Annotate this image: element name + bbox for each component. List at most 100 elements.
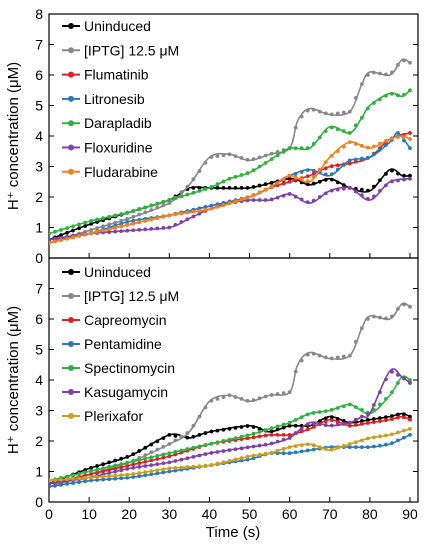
data-point: [125, 228, 130, 233]
data-point: [384, 377, 388, 382]
data-point: [353, 142, 358, 146]
data-point: [335, 187, 340, 192]
data-point: [167, 454, 172, 459]
data-point: [197, 208, 202, 213]
data-point: [384, 316, 388, 321]
data-point: [353, 422, 358, 427]
data-point: [155, 468, 160, 473]
data-point: [281, 422, 286, 427]
data-point: [131, 221, 136, 226]
data-point: [119, 229, 124, 234]
data-point: [149, 472, 154, 477]
data-point: [365, 73, 370, 77]
y-tick-label: 2: [35, 189, 43, 205]
data-point: [402, 58, 406, 63]
data-point: [167, 469, 172, 474]
data-point: [305, 108, 310, 113]
data-point: [149, 203, 154, 208]
data-point: [408, 414, 412, 419]
data-point: [341, 443, 346, 448]
data-point: [107, 214, 112, 219]
data-point: [197, 464, 202, 469]
data-point: [239, 446, 244, 451]
data-point: [233, 436, 238, 441]
data-point: [384, 433, 388, 438]
data-point: [221, 427, 226, 432]
data-point: [293, 450, 298, 455]
data-point: [347, 423, 352, 428]
plot-area: [49, 302, 412, 489]
data-point: [287, 146, 292, 151]
data-point: [143, 227, 148, 232]
data-point: [71, 476, 75, 481]
data-point: [233, 395, 238, 399]
data-point: [299, 170, 304, 174]
data-point: [251, 425, 256, 429]
data-point: [269, 393, 274, 397]
data-point: [59, 238, 63, 242]
data-point: [347, 109, 352, 114]
data-point: [239, 185, 244, 190]
data-point: [323, 423, 328, 428]
data-point: [311, 168, 316, 173]
data-point: [101, 477, 106, 482]
data-point: [65, 226, 69, 231]
data-point: [377, 419, 382, 424]
data-point: [101, 224, 106, 229]
data-point: [119, 476, 124, 481]
data-point: [203, 431, 208, 435]
data-point: [335, 355, 340, 360]
data-point: [101, 469, 106, 474]
data-point: [251, 431, 256, 436]
data-point: [390, 91, 394, 96]
data-point: [402, 173, 406, 178]
data-point: [371, 144, 376, 149]
data-point: [359, 187, 364, 192]
data-point: [113, 476, 118, 481]
data-point: [143, 473, 148, 478]
data-point: [119, 473, 124, 478]
data-point: [293, 423, 298, 428]
data-point: [59, 483, 63, 487]
data-point: [197, 444, 202, 449]
data-point: [71, 224, 75, 229]
data-point: [125, 472, 130, 477]
data-point: [143, 210, 148, 215]
data-point: [347, 445, 352, 449]
data-point: [396, 178, 400, 183]
data-point: [155, 201, 160, 206]
data-point: [77, 226, 81, 231]
data-point: [77, 476, 81, 481]
data-point: [396, 62, 400, 67]
data-point: [396, 131, 400, 135]
data-point: [49, 481, 51, 486]
data-point: [251, 193, 256, 198]
data-point: [359, 193, 364, 198]
data-point: [179, 457, 184, 462]
x-tick-label: 30: [162, 506, 178, 522]
data-point: [263, 198, 268, 202]
data-point: [257, 396, 262, 401]
legend-swatch-marker: [68, 317, 74, 323]
data-point: [335, 149, 340, 154]
data-point: [305, 146, 310, 151]
data-point: [113, 225, 118, 230]
data-point: [209, 398, 214, 403]
data-point: [287, 423, 292, 428]
data-point: [408, 131, 412, 135]
data-point: [227, 176, 232, 181]
data-point: [239, 456, 244, 460]
legend-swatch-marker: [68, 168, 74, 175]
data-point: [155, 205, 160, 210]
data-point: [377, 97, 382, 102]
data-point: [275, 439, 280, 444]
data-point: [287, 179, 292, 184]
data-point: [155, 226, 160, 231]
data-point: [341, 144, 346, 149]
data-point: [323, 172, 328, 177]
data-point: [251, 398, 256, 403]
data-point: [408, 381, 412, 385]
data-point: [233, 447, 238, 452]
data-point: [131, 459, 136, 464]
data-point: [137, 474, 142, 478]
